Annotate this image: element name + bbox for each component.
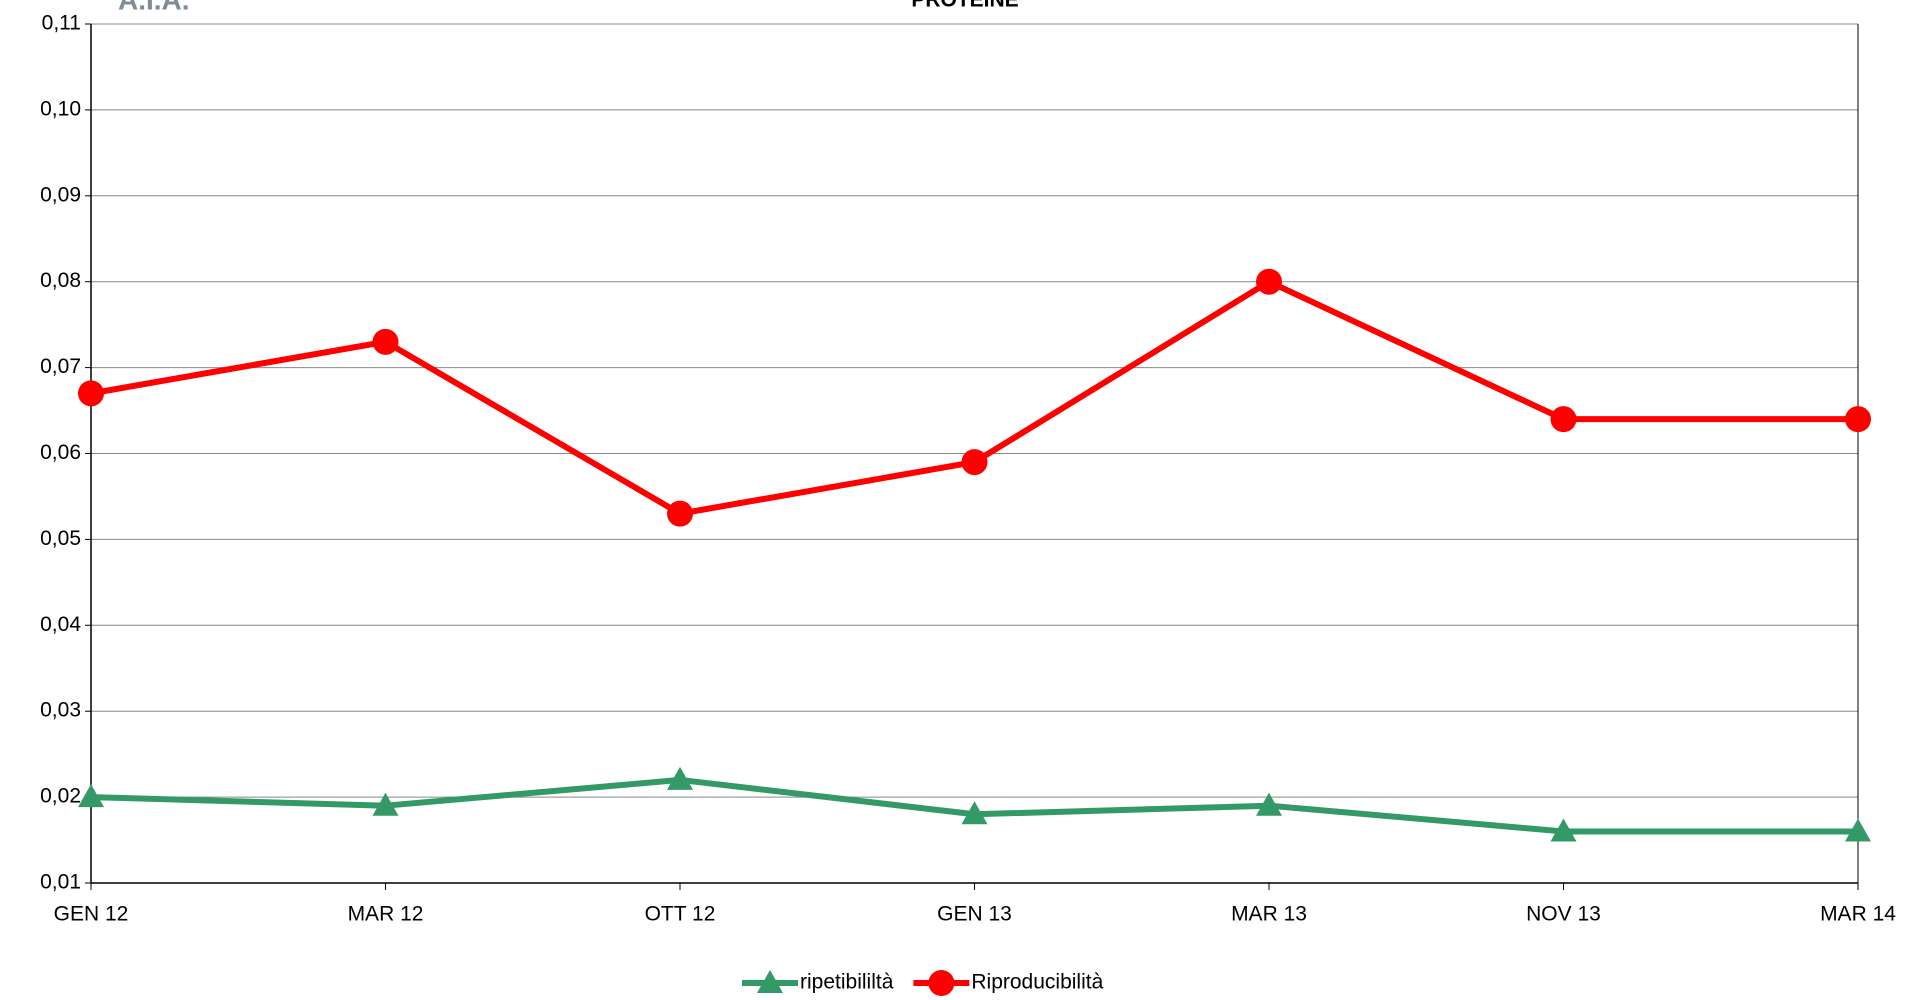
legend-label: ripetibililtà [800, 971, 894, 994]
y-tick-label: 0,06 [40, 441, 81, 464]
marker [1550, 818, 1577, 842]
marker [961, 801, 988, 825]
marker [1256, 792, 1282, 816]
marker [1845, 818, 1871, 842]
logo: A.I.A. [118, 0, 190, 15]
x-tick-label: NOV 13 [1526, 903, 1601, 926]
marker [757, 970, 783, 993]
x-tick-label: MAR 13 [1231, 903, 1307, 926]
chart-title: PROTEINE [911, 0, 1018, 12]
marker [667, 766, 693, 790]
y-tick-label: 0,11 [42, 12, 81, 35]
legend-label: Riproducibilità [971, 971, 1103, 994]
marker [961, 449, 988, 476]
marker [372, 328, 399, 355]
marker [1845, 406, 1871, 433]
y-tick-label: 0,02 [40, 785, 81, 808]
y-tick-label: 0,03 [40, 699, 81, 722]
marker [1256, 268, 1282, 295]
x-tick-label: GEN 13 [937, 903, 1012, 926]
marker [667, 500, 693, 527]
y-tick-label: 0,01 [40, 871, 81, 894]
x-tick-label: MAR 14 [1820, 903, 1896, 926]
marker [928, 970, 955, 996]
x-tick-label: OTT 12 [645, 903, 716, 926]
marker [372, 792, 399, 816]
y-tick-label: 0,10 [40, 97, 81, 120]
series-line [90, 278, 1858, 517]
marker [1550, 406, 1577, 433]
x-tick-label: GEN 12 [54, 903, 129, 926]
marker [78, 784, 104, 808]
y-tick-label: 0,05 [40, 527, 81, 550]
y-tick-label: 0,09 [40, 183, 81, 206]
y-tick-label: 0,07 [40, 355, 81, 378]
y-tick-label: 0,08 [40, 269, 81, 292]
x-tick-label: MAR 12 [348, 903, 424, 926]
marker [78, 380, 104, 407]
y-tick-label: 0,04 [40, 613, 81, 636]
